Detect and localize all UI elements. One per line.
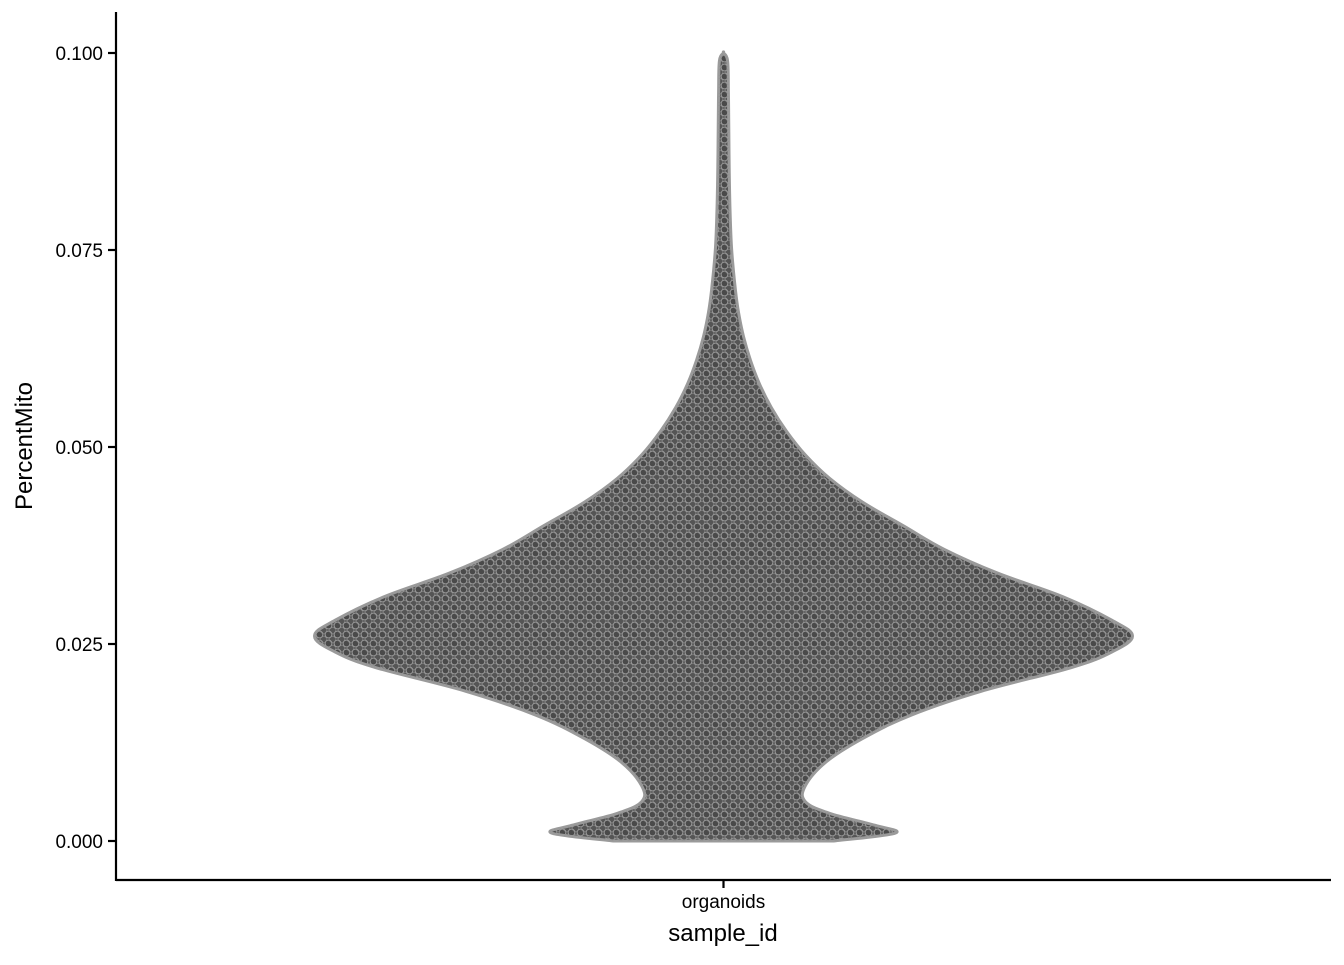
y-tick-label: 0.100 [55, 44, 103, 65]
y-tick-label: 0.075 [55, 241, 103, 262]
x-axis-title: sample_id [668, 920, 777, 947]
violin-points-organoids [314, 51, 1133, 842]
violin-layer [313, 50, 1134, 843]
y-axis-title: PercentMito [11, 382, 38, 510]
y-axis-ticks: 0.000 0.025 0.050 0.075 0.100 [55, 44, 116, 853]
y-tick-label: 0.000 [55, 832, 103, 853]
x-axis-ticks: organoids [682, 880, 765, 913]
y-tick-label: 0.050 [55, 438, 103, 459]
y-tick-label: 0.025 [55, 635, 103, 656]
x-tick-label: organoids [682, 892, 765, 913]
